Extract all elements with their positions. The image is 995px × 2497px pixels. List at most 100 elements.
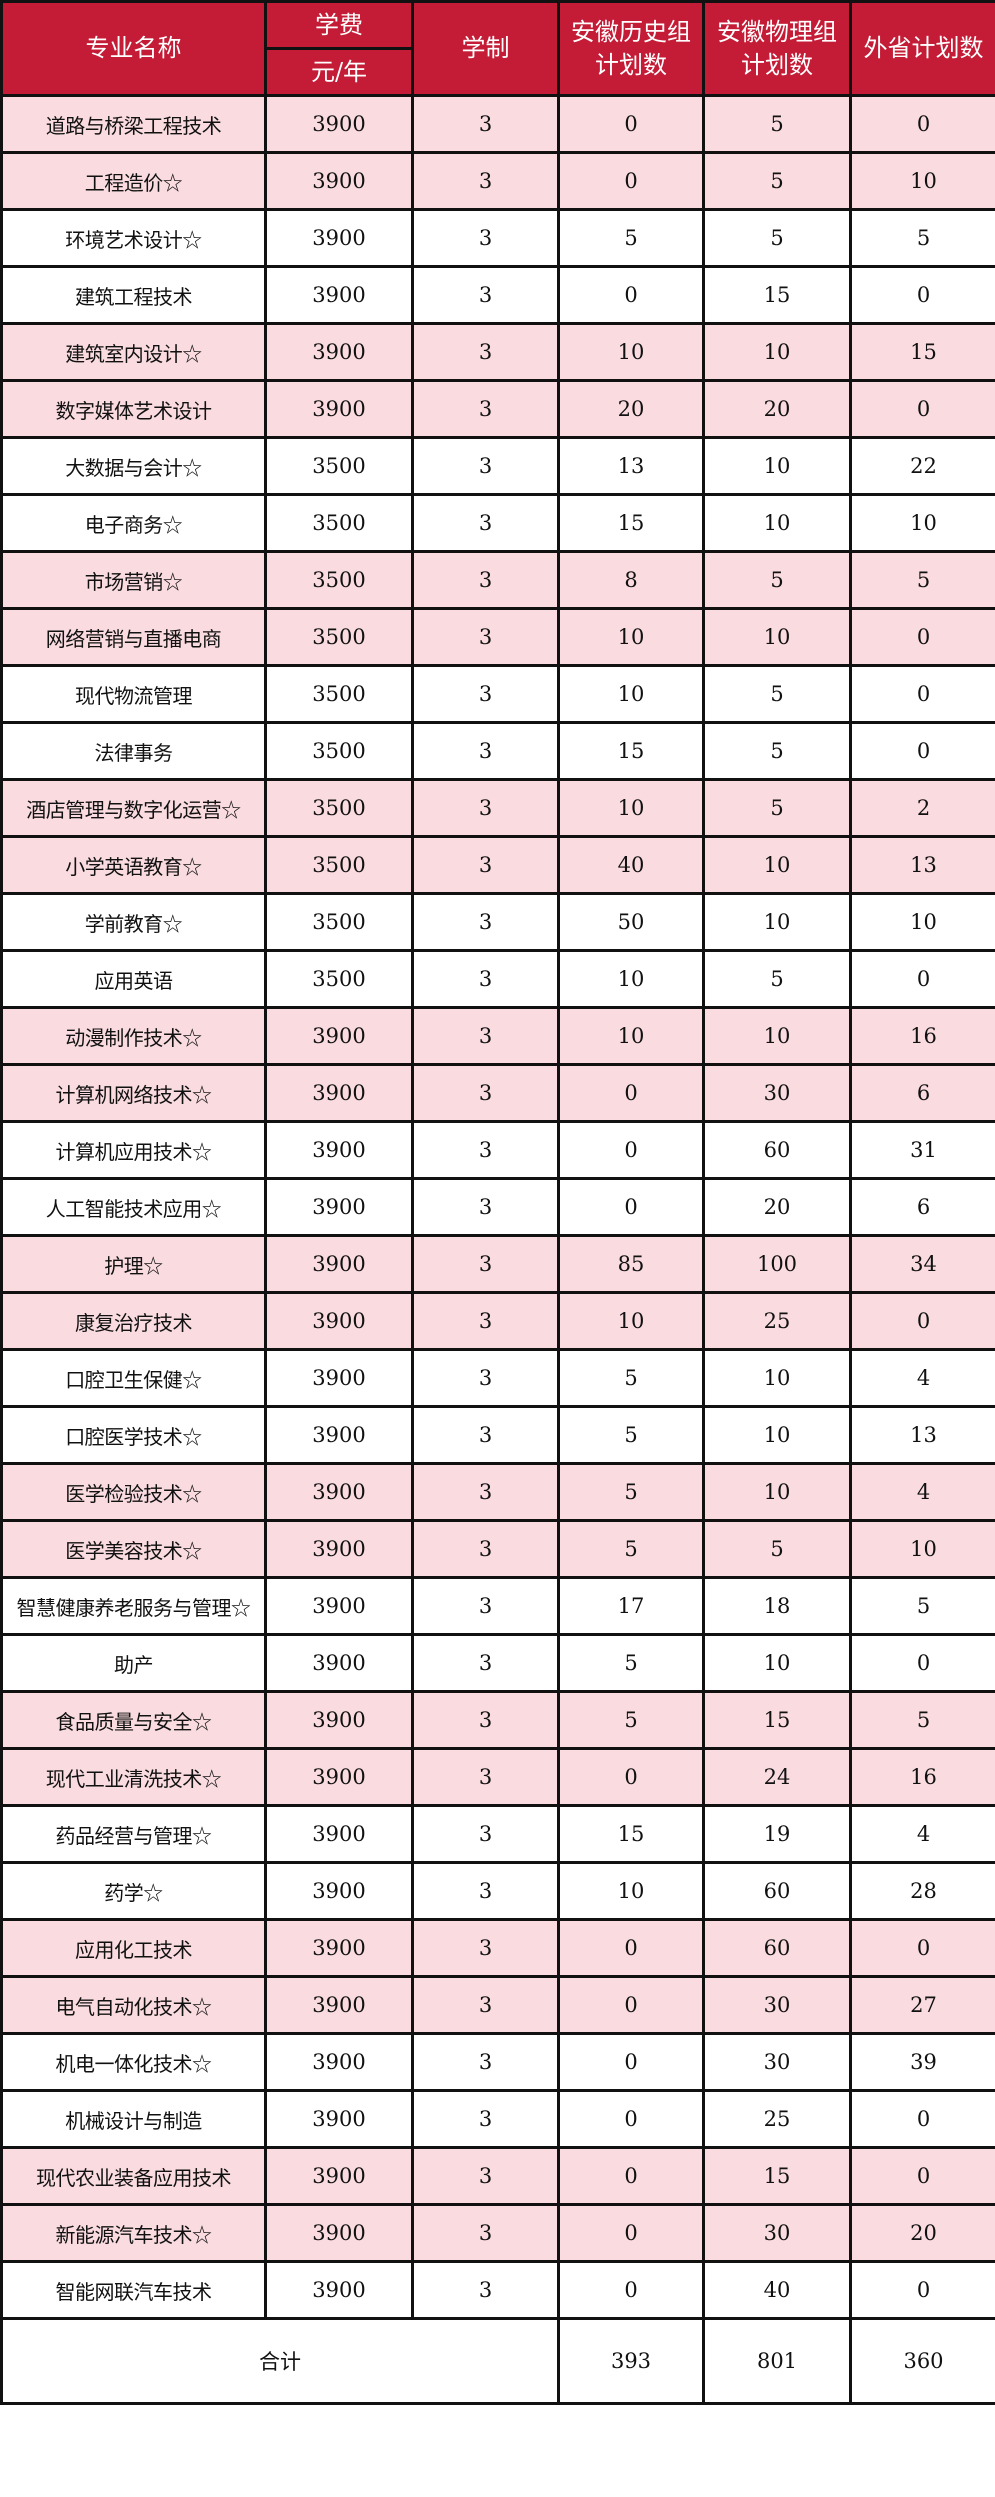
cell-duration: 3 xyxy=(411,1519,560,1579)
cell-anhui-physics: 100 xyxy=(702,1234,852,1294)
cell-duration: 3 xyxy=(411,94,560,154)
header-anhui-history-line1: 安徽历史组 xyxy=(571,18,691,47)
total-label: 合计 xyxy=(0,2317,560,2405)
cell-anhui-physics: 10 xyxy=(702,322,852,382)
cell-out-province: 13 xyxy=(849,1405,995,1465)
cell-anhui-physics: 10 xyxy=(702,607,852,667)
cell-out-province: 5 xyxy=(849,1690,995,1750)
cell-anhui-history: 0 xyxy=(557,1063,705,1123)
cell-major-name: 现代物流管理 xyxy=(0,664,267,724)
table-row: 新能源汽车技术☆ 3900 3 0 30 20 xyxy=(0,2203,995,2263)
cell-anhui-physics: 60 xyxy=(702,1918,852,1978)
cell-anhui-history: 40 xyxy=(557,835,705,895)
table-row: 法律事务 3500 3 15 5 0 xyxy=(0,721,995,781)
cell-anhui-physics: 10 xyxy=(702,892,852,952)
cell-out-province: 0 xyxy=(849,721,995,781)
cell-major-name: 口腔卫生保健☆ xyxy=(0,1348,267,1408)
cell-fee: 3900 xyxy=(264,1804,414,1864)
cell-duration: 3 xyxy=(411,1063,560,1123)
cell-anhui-history: 0 xyxy=(557,1177,705,1237)
cell-anhui-history: 0 xyxy=(557,2260,705,2320)
cell-fee: 3900 xyxy=(264,1918,414,1978)
header-anhui-history-line2: 计划数 xyxy=(595,50,667,79)
cell-anhui-history: 10 xyxy=(557,1006,705,1066)
cell-anhui-history: 10 xyxy=(557,322,705,382)
table-row: 电气自动化技术☆ 3900 3 0 30 27 xyxy=(0,1975,995,2035)
cell-major-name: 网络营销与直播电商 xyxy=(0,607,267,667)
cell-fee: 3900 xyxy=(264,1120,414,1180)
cell-major-name: 药品经营与管理☆ xyxy=(0,1804,267,1864)
cell-duration: 3 xyxy=(411,1576,560,1636)
cell-out-province: 0 xyxy=(849,2089,995,2149)
cell-anhui-physics: 10 xyxy=(702,493,852,553)
cell-major-name: 法律事务 xyxy=(0,721,267,781)
total-row: 合计 393 801 360 xyxy=(0,2317,995,2405)
cell-anhui-history: 0 xyxy=(557,94,705,154)
cell-duration: 3 xyxy=(411,721,560,781)
cell-anhui-physics: 10 xyxy=(702,835,852,895)
header-out-province: 外省计划数 xyxy=(849,0,995,97)
cell-out-province: 5 xyxy=(849,208,995,268)
cell-anhui-physics: 30 xyxy=(702,2203,852,2263)
cell-major-name: 现代工业清洗技术☆ xyxy=(0,1747,267,1807)
cell-duration: 3 xyxy=(411,1462,560,1522)
cell-major-name: 学前教育☆ xyxy=(0,892,267,952)
table-row: 道路与桥梁工程技术 3900 3 0 5 0 xyxy=(0,94,995,154)
cell-out-province: 27 xyxy=(849,1975,995,2035)
cell-fee: 3900 xyxy=(264,1576,414,1636)
cell-out-province: 0 xyxy=(849,94,995,154)
cell-major-name: 助产 xyxy=(0,1633,267,1693)
cell-anhui-physics: 15 xyxy=(702,265,852,325)
cell-fee: 3500 xyxy=(264,949,414,1009)
cell-duration: 3 xyxy=(411,1747,560,1807)
cell-anhui-physics: 10 xyxy=(702,1405,852,1465)
cell-out-province: 22 xyxy=(849,436,995,496)
cell-major-name: 护理☆ xyxy=(0,1234,267,1294)
cell-out-province: 0 xyxy=(849,1918,995,1978)
cell-major-name: 数字媒体艺术设计 xyxy=(0,379,267,439)
cell-major-name: 医学美容技术☆ xyxy=(0,1519,267,1579)
cell-duration: 3 xyxy=(411,778,560,838)
header-duration: 学制 xyxy=(411,0,560,97)
cell-out-province: 20 xyxy=(849,2203,995,2263)
cell-anhui-physics: 5 xyxy=(702,664,852,724)
cell-major-name: 动漫制作技术☆ xyxy=(0,1006,267,1066)
cell-out-province: 0 xyxy=(849,2146,995,2206)
cell-major-name: 机电一体化技术☆ xyxy=(0,2032,267,2092)
cell-anhui-physics: 10 xyxy=(702,1348,852,1408)
cell-anhui-physics: 30 xyxy=(702,2032,852,2092)
cell-anhui-physics: 5 xyxy=(702,949,852,1009)
cell-anhui-physics: 25 xyxy=(702,1291,852,1351)
cell-duration: 3 xyxy=(411,835,560,895)
cell-anhui-history: 15 xyxy=(557,493,705,553)
cell-out-province: 2 xyxy=(849,778,995,838)
cell-fee: 3900 xyxy=(264,1975,414,2035)
cell-fee: 3500 xyxy=(264,892,414,952)
table-row: 康复治疗技术 3900 3 10 25 0 xyxy=(0,1291,995,1351)
cell-duration: 3 xyxy=(411,1405,560,1465)
total-history: 393 xyxy=(557,2317,705,2405)
cell-duration: 3 xyxy=(411,493,560,553)
cell-duration: 3 xyxy=(411,1690,560,1750)
cell-major-name: 环境艺术设计☆ xyxy=(0,208,267,268)
cell-duration: 3 xyxy=(411,379,560,439)
cell-anhui-physics: 18 xyxy=(702,1576,852,1636)
cell-major-name: 应用英语 xyxy=(0,949,267,1009)
cell-anhui-history: 10 xyxy=(557,949,705,1009)
cell-out-province: 0 xyxy=(849,265,995,325)
cell-out-province: 15 xyxy=(849,322,995,382)
cell-out-province: 0 xyxy=(849,2260,995,2320)
table-row: 建筑工程技术 3900 3 0 15 0 xyxy=(0,265,995,325)
cell-anhui-history: 10 xyxy=(557,1861,705,1921)
cell-out-province: 4 xyxy=(849,1462,995,1522)
cell-out-province: 10 xyxy=(849,151,995,211)
cell-anhui-physics: 15 xyxy=(702,1690,852,1750)
cell-out-province: 0 xyxy=(849,949,995,1009)
cell-major-name: 口腔医学技术☆ xyxy=(0,1405,267,1465)
cell-major-name: 新能源汽车技术☆ xyxy=(0,2203,267,2263)
cell-major-name: 应用化工技术 xyxy=(0,1918,267,1978)
cell-duration: 3 xyxy=(411,1975,560,2035)
cell-anhui-physics: 5 xyxy=(702,1519,852,1579)
cell-fee: 3900 xyxy=(264,1690,414,1750)
cell-anhui-history: 0 xyxy=(557,1120,705,1180)
